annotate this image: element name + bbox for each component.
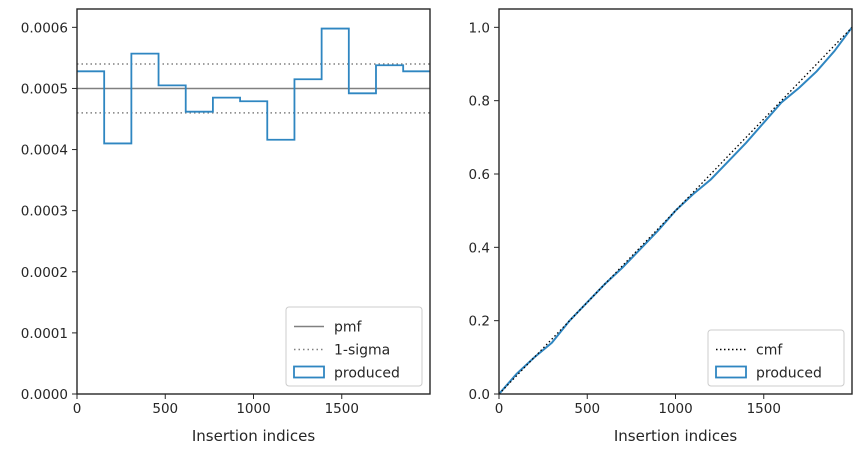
legend: cmf produced (707, 329, 845, 387)
y-tick-label: 0.4 (469, 240, 490, 256)
x-tick-label: 1000 (236, 401, 270, 417)
cmf-line (499, 26, 852, 394)
y-tick-label: 0.0005 (21, 81, 68, 97)
legend-label-cmf: cmf (756, 343, 783, 359)
legend-swatch-produced (715, 365, 747, 379)
legend-label-produced: produced (756, 366, 822, 382)
x-axis-label: Insertion indices (192, 427, 315, 445)
y-tick-label: 0.0001 (21, 326, 68, 342)
legend-box (707, 329, 845, 387)
y-tick-label: 0.0000 (21, 387, 68, 403)
x-tick-label: 1500 (747, 401, 781, 417)
axes-frame (76, 8, 431, 395)
legend-label-produced: produced (334, 366, 400, 382)
x-axis-label: Insertion indices (614, 427, 737, 445)
y-tick-label: 0.0004 (21, 143, 68, 159)
pmf-panel: 0 500 1000 1500 0.0000 0.0001 0.0002 0.0003 0.00… (21, 8, 431, 445)
legend: pmf 1-sigma produced (285, 306, 423, 387)
axes-frame (498, 8, 853, 395)
y-tick-label: 0.8 (469, 94, 490, 110)
y-tick-label: 0.0006 (21, 20, 68, 36)
legend-label-pmf: pmf (334, 320, 363, 336)
x-tick-label: 500 (574, 401, 600, 417)
y-tick-label: 1.0 (469, 20, 490, 36)
y-tick-label: 0.6 (469, 167, 490, 183)
x-tick-label: 0 (73, 401, 82, 417)
x-tick-label: 1000 (658, 401, 692, 417)
legend-label-sigma: 1-sigma (334, 343, 390, 359)
y-tick-label: 0.2 (469, 314, 490, 330)
y-tick-label: 0.0002 (21, 265, 68, 281)
y-tick-label: 0.0 (469, 387, 490, 403)
x-tick-label: 500 (152, 401, 178, 417)
plot-area (77, 27, 430, 145)
legend-swatch-produced (293, 365, 325, 379)
x-tick-label: 1500 (325, 401, 359, 417)
cmf-panel: 0 500 1000 1500 0.0 0.2 0.4 0.6 0.8 1.0 Insertion … (469, 8, 853, 445)
x-tick-label: 0 (495, 401, 504, 417)
produced-step (77, 27, 430, 145)
plot-area (499, 26, 852, 394)
y-tick-label: 0.0003 (21, 204, 68, 220)
produced-line (499, 26, 852, 394)
